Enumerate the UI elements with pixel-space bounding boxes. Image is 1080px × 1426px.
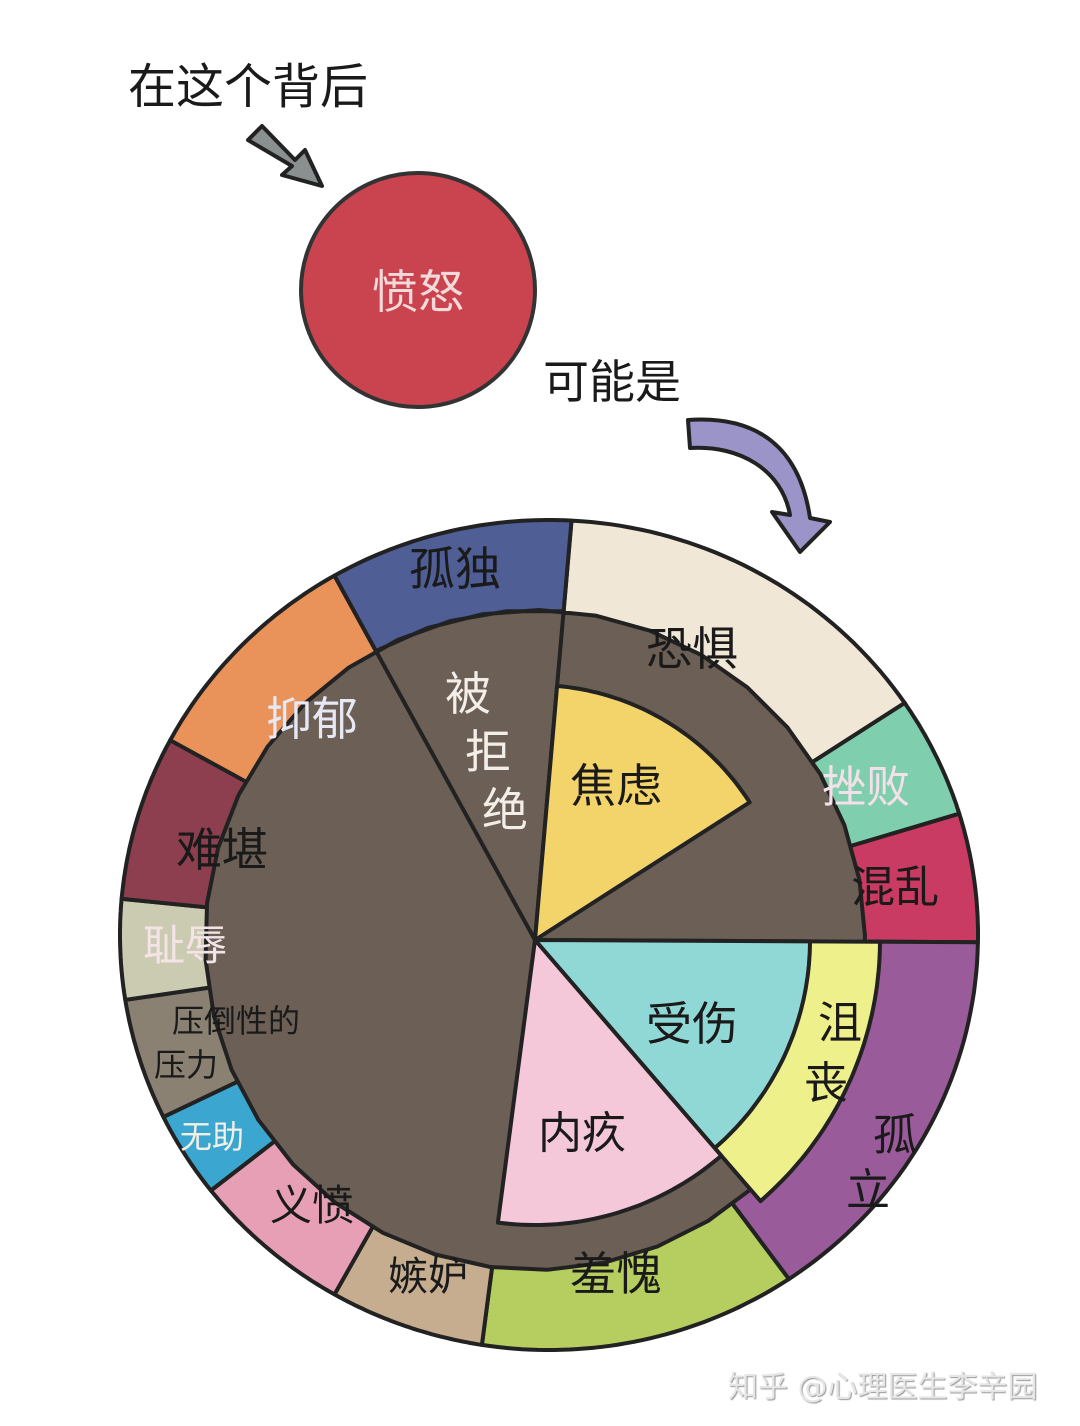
- arrow-down-right-icon: [246, 124, 324, 188]
- anger-label: 愤怒: [372, 265, 464, 319]
- label-hurt: 受伤: [646, 997, 738, 1051]
- watermark: 知乎 @心理医生李辛园: [728, 1370, 1038, 1405]
- label-guilt: 内疚: [538, 1108, 626, 1159]
- label-depression: 抑郁: [266, 692, 358, 746]
- emotion-pie: [118, 518, 980, 1352]
- label-isolation-2: 立: [846, 1165, 890, 1216]
- label-rejected-2: 拒: [465, 725, 511, 779]
- label-rejected-3: 绝: [482, 783, 528, 837]
- anger-circle: [299, 171, 537, 409]
- sector-guilt: [495, 938, 724, 1227]
- curved-arrow-icon: [686, 417, 832, 554]
- label-dejected-1: 沮: [818, 998, 862, 1049]
- label-fear: 恐惧: [646, 622, 738, 676]
- label-jealousy: 嫉妒: [388, 1254, 468, 1300]
- sector-hurt: [533, 938, 812, 1151]
- middle-text: 可能是: [543, 355, 681, 409]
- label-embarrassed: 难堪: [176, 823, 268, 877]
- label-humiliation: 耻辱: [143, 921, 227, 970]
- label-indignation: 义愤: [270, 1181, 354, 1230]
- label-frustration: 挫败: [822, 762, 910, 813]
- label-shame: 羞愧: [570, 1247, 662, 1301]
- label-rejected-1: 被: [445, 667, 491, 721]
- label-isolation-1: 孤: [873, 1110, 917, 1161]
- label-dejected-2: 丧: [804, 1058, 848, 1109]
- top-text: 在这个背后: [128, 59, 368, 115]
- label-helpless: 无助: [180, 1118, 244, 1156]
- label-overwhelming-2: 压力: [154, 1046, 218, 1084]
- label-confusion: 混乱: [851, 862, 939, 913]
- label-overwhelming-1: 压倒性的: [172, 1002, 300, 1040]
- sector-anxiety: [533, 684, 752, 942]
- label-lonely: 孤独: [409, 542, 501, 596]
- label-anxiety: 焦虑: [570, 759, 662, 813]
